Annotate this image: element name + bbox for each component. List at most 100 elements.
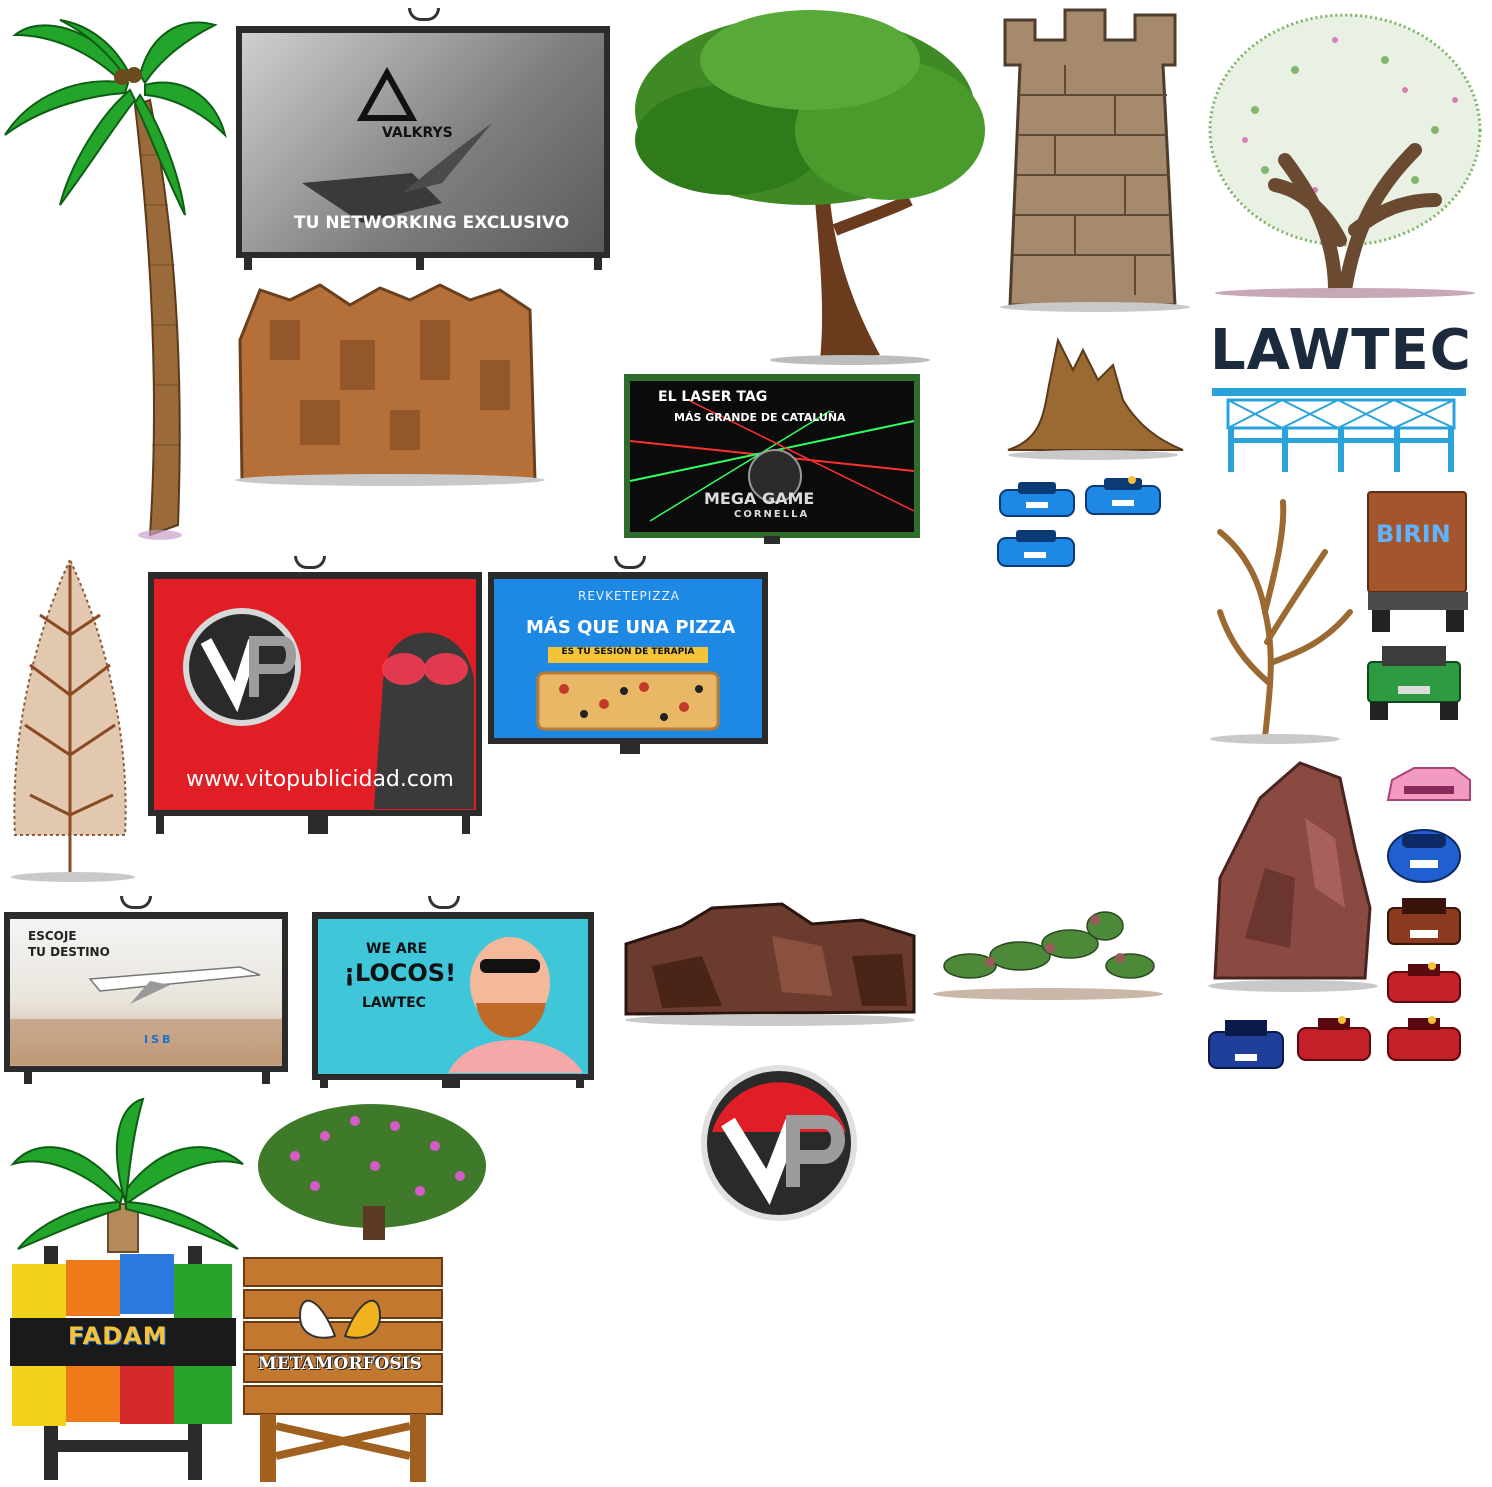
metamorfosis-sign: METAMORFOSIS <box>240 1256 446 1484</box>
billboard-leg <box>308 812 328 834</box>
fadam-sign: FADAM <box>10 1246 236 1480</box>
laser-beams-icon <box>629 400 915 522</box>
billboard-leg <box>594 254 602 270</box>
vp-logo-text: VP <box>698 1062 699 1063</box>
oak-tree <box>620 0 990 370</box>
billboard-tagline: TU NETWORKING EXCLUSIVO <box>294 213 570 233</box>
vp-logo: VP <box>698 1062 860 1224</box>
billboard-headline: MÁS QUE UNA PIZZA <box>526 617 736 638</box>
billboard-line1: ESCOJE <box>28 929 77 943</box>
car-icon <box>1297 1016 1371 1061</box>
green-jeep <box>1364 642 1464 722</box>
billboard-url: www.vitopublicidad.com <box>186 767 454 792</box>
dark-rocks-icon <box>624 902 916 1026</box>
billboard-strip: ES TU SESIÓN DE TERAPIA <box>548 647 708 663</box>
billboard-leg <box>442 1076 460 1088</box>
car-icon <box>1387 829 1461 883</box>
red-convertible <box>1294 1014 1374 1064</box>
billboard-line1: WE ARE <box>366 941 428 957</box>
stump-icon <box>1007 336 1184 460</box>
billboard-line2: ¡LOCOS! <box>344 959 457 987</box>
billboard-pizza: REVKETEPIZZA MÁS QUE UNA PIZZA ES TU SES… <box>488 556 770 756</box>
billboard-brand: MEGA GAME <box>704 489 815 508</box>
red-convertible <box>1384 960 1464 1006</box>
billboard-panel: REVKETEPIZZA MÁS QUE UNA PIZZA ES TU SES… <box>488 572 768 744</box>
billboard-brand: REVKETEPIZZA <box>578 589 680 603</box>
palm-tree <box>0 5 230 545</box>
billboard-line3: LAWTEC <box>362 995 426 1011</box>
billboard-hook <box>294 556 326 569</box>
car-icon <box>999 482 1075 517</box>
birin-truck: BIRIN <box>1366 490 1470 634</box>
flowering-bush-icon <box>258 1104 486 1240</box>
vp-logo-icon <box>183 608 474 809</box>
billboard-city: CORNELLA <box>734 509 810 520</box>
scaffold-icon <box>1212 388 1466 472</box>
palm-tree-icon <box>4 19 227 540</box>
car-icon <box>1386 767 1471 801</box>
billboard-brand: VALKRYS <box>382 125 453 141</box>
billboard-laser-tag: EL LASER TAG MÁS GRANDE DE CATALUÑA MEGA… <box>624 374 920 546</box>
billboard-panel: VALKRYS TU NETWORKING EXCLUSIVO <box>236 26 610 258</box>
metamorfosis-label: METAMORFOSIS <box>258 1354 422 1374</box>
rock-formation-icon <box>235 283 545 486</box>
car-icon <box>1387 1016 1461 1061</box>
billboard-leg <box>320 1076 328 1088</box>
blue-car <box>996 478 1078 522</box>
fadam-board-icon <box>10 1246 236 1480</box>
blue-beetle-car <box>1384 822 1464 884</box>
red-convertible <box>1384 1014 1464 1064</box>
poplar-icon <box>11 557 135 882</box>
bearded-man-icon <box>448 937 583 1073</box>
billboard-hook <box>614 556 646 569</box>
bare-tree-icon <box>1210 499 1353 744</box>
truck-label: BIRIN <box>1376 520 1451 548</box>
wooden-sign-icon <box>243 1257 443 1482</box>
vp-logo-icon <box>701 1065 857 1221</box>
billboard-leg <box>576 1076 584 1088</box>
fern-palm <box>8 1094 248 1254</box>
jeep-icon <box>1367 646 1461 720</box>
billboard-leg <box>462 812 470 834</box>
billboard-line2: TU DESTINO <box>28 945 110 959</box>
flowering-bush <box>255 1096 489 1246</box>
car-icon <box>1387 962 1461 1003</box>
billboard-panel: www.vitopublicidad.com <box>148 572 482 816</box>
billboard-panel: WE ARE ¡LOCOS! LAWTEC <box>312 912 594 1080</box>
billboard-destino: ESCOJE TU DESTINO ISB <box>4 896 290 1086</box>
handshake-icon <box>302 66 492 223</box>
blue-car <box>1082 474 1164 520</box>
dry-poplar <box>5 555 140 885</box>
billboard-hook <box>120 896 152 909</box>
billboard-leg <box>764 536 780 544</box>
pizza-icon <box>536 671 720 731</box>
oak-tree-icon <box>635 10 985 365</box>
billboard-brand: ISB <box>144 1033 174 1046</box>
lawtec-sign: LAWTEC <box>1210 318 1472 476</box>
shrub-icon <box>933 911 1163 1000</box>
tall-rock-icon <box>1208 761 1378 992</box>
blossom-tree-icon <box>1208 13 1482 298</box>
dark-rocks <box>622 896 918 1030</box>
tree-stump <box>998 330 1188 465</box>
billboard-leg <box>156 812 164 834</box>
car-icon <box>1387 898 1461 945</box>
billboard-panel: ESCOJE TU DESTINO ISB <box>4 912 288 1072</box>
tower-icon <box>1000 8 1190 312</box>
billboard-line1: EL LASER TAG <box>658 389 768 405</box>
rock-formation <box>230 280 550 490</box>
billboard-leg <box>262 1068 270 1084</box>
billboard-leg <box>244 254 252 270</box>
blue-car <box>994 526 1078 572</box>
stone-tower <box>995 5 1195 315</box>
billboard-hook <box>428 896 460 909</box>
lawtec-logo-text: LAWTEC <box>1210 318 1472 383</box>
blossom-tree <box>1205 10 1485 300</box>
billboard-line2: MÁS GRANDE DE CATALUÑA <box>674 411 846 424</box>
airplane-icon <box>10 966 282 1065</box>
billboard-vito: www.vitopublicidad.com <box>148 556 484 836</box>
fern-palm-icon <box>10 1097 244 1253</box>
billboard-hook <box>408 8 440 21</box>
billboard-leg <box>620 742 640 754</box>
truck-icon <box>1367 491 1468 632</box>
